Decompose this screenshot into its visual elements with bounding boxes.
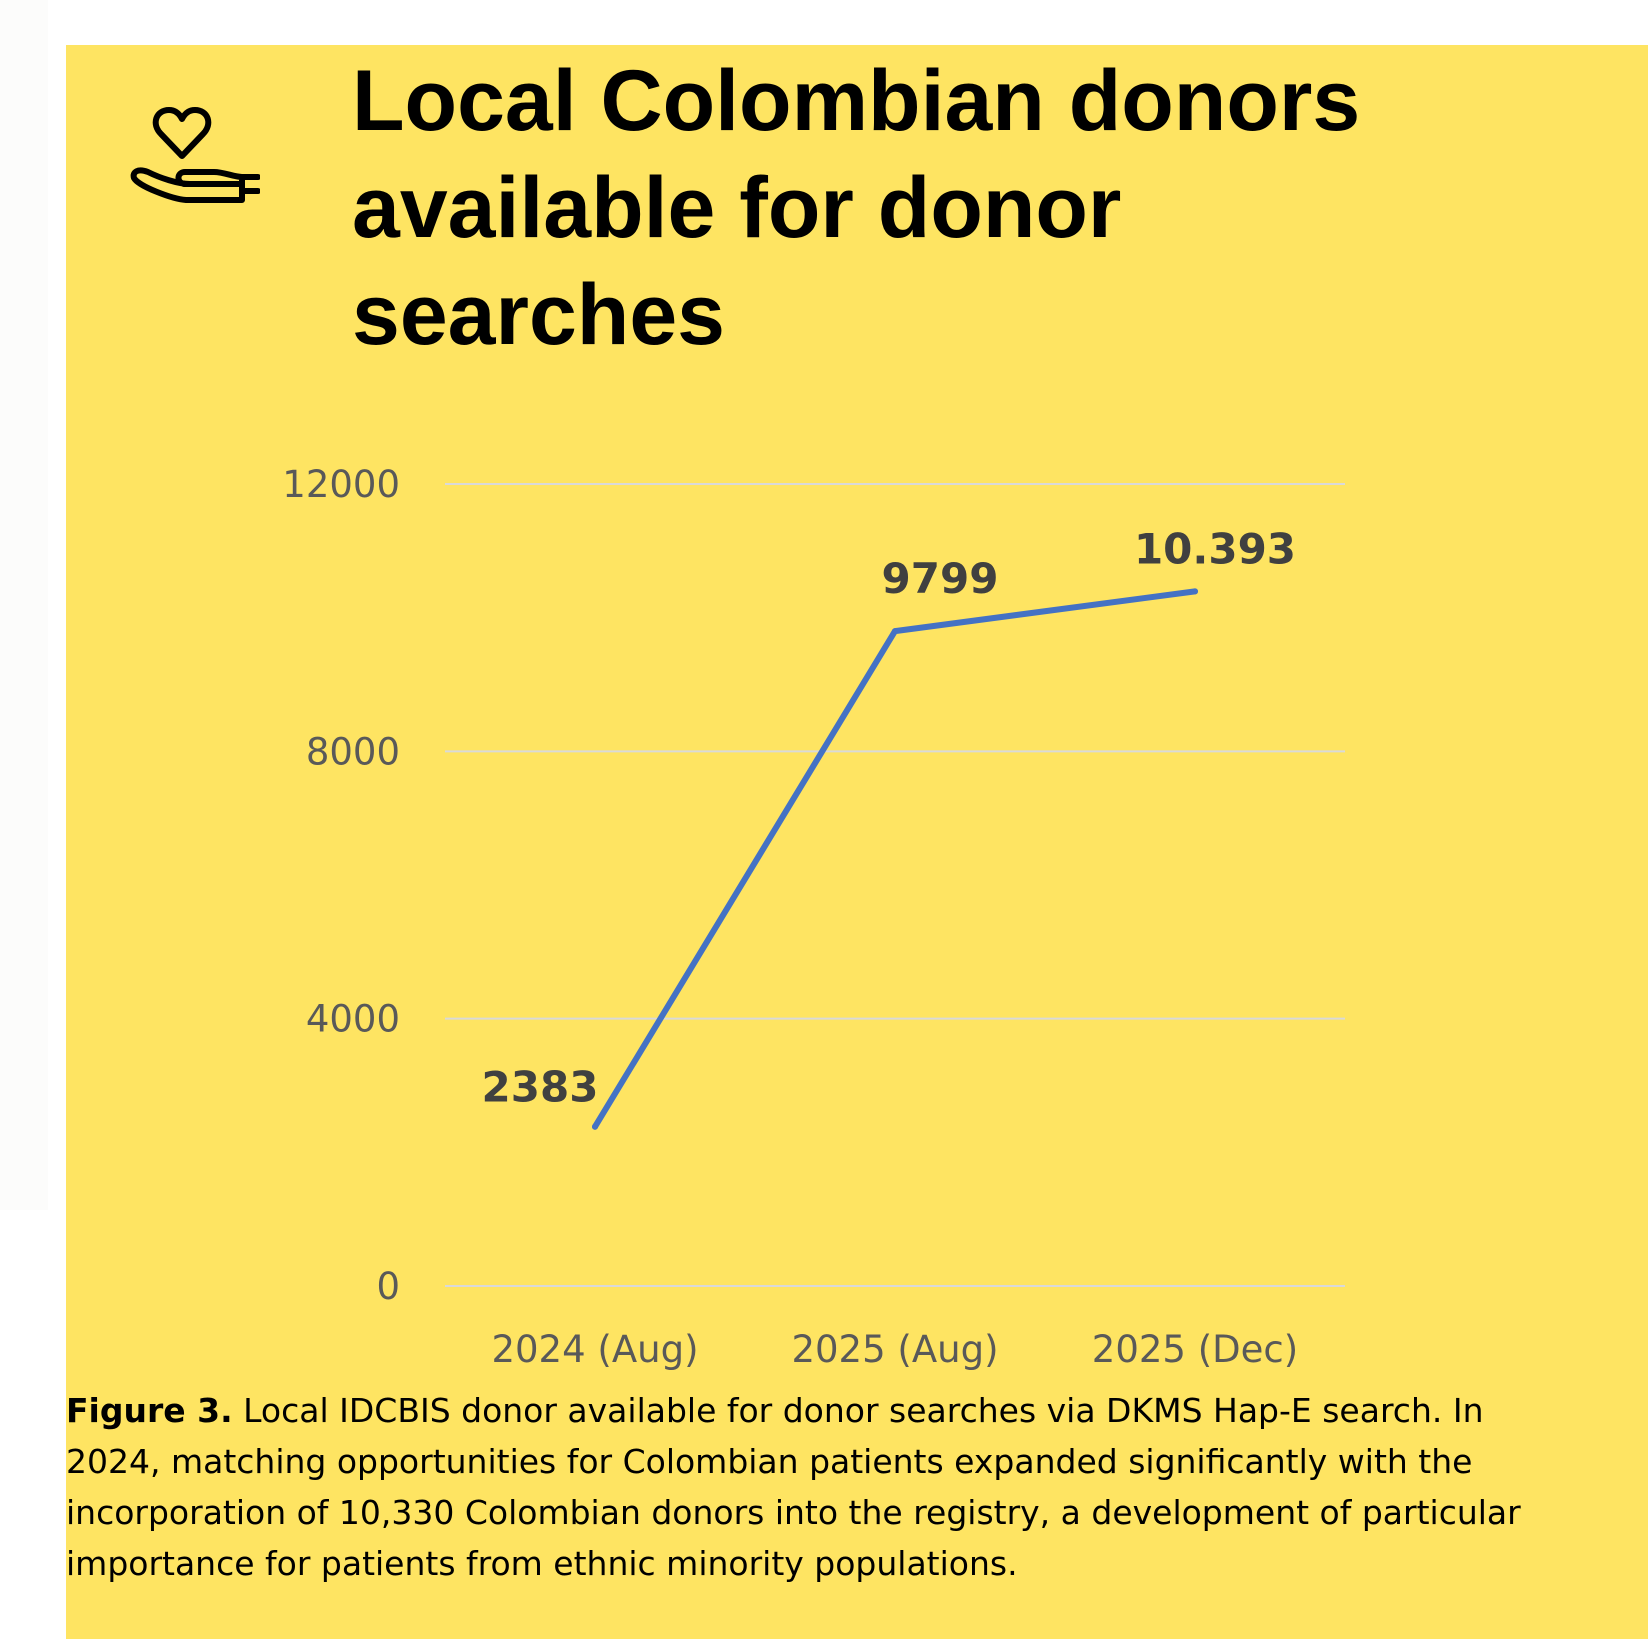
y-tick-label: 12000 [282,463,400,506]
y-tick-label: 8000 [306,730,400,773]
x-tick-label: 2025 (Aug) [791,1328,998,1371]
figure-caption: Figure 3. Local IDCBIS donor available f… [66,1385,1546,1589]
line-chart: 0 4000 8000 12000 2024 (Aug) 2025 (Aug) 2025 (… [0,0,1648,1380]
y-tick-label: 0 [376,1265,400,1308]
caption-label: Figure 3. [66,1391,233,1430]
series-line [595,591,1195,1126]
data-point [892,628,898,634]
data-point [1192,588,1198,594]
x-tick-label: 2025 (Dec) [1092,1328,1298,1371]
caption-text: Local IDCBIS donor available for donor s… [66,1391,1521,1583]
y-tick-label: 4000 [306,998,400,1041]
x-tick-label: 2024 (Aug) [491,1328,698,1371]
data-label: 9799 [882,554,999,603]
data-point [592,1124,598,1130]
data-label: 2383 [482,1063,599,1112]
data-label: 10.393 [1134,524,1296,573]
